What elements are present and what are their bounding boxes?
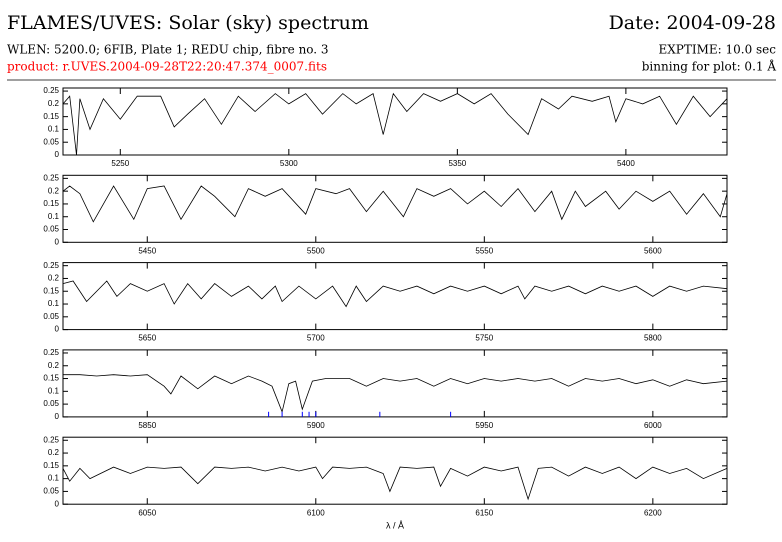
y-tick-label: 0.15 [43,112,59,121]
spectrum [62,92,728,156]
x-axis-label: λ / Å [386,521,404,531]
y-tick-label: 0.2 [48,361,60,370]
x-tick-label: 6050 [138,508,156,517]
x-tick-label: 5850 [138,421,156,430]
panel-frame [62,87,728,156]
y-tick-label: 0.05 [43,225,59,234]
exptime: EXPTIME: 10.0 sec [658,43,776,57]
x-tick-label: 5900 [307,421,325,430]
y-tick-label: 0.15 [43,199,59,208]
y-tick-label: 0.25 [43,86,59,95]
y-tick-label: 0.25 [43,173,59,182]
y-tick-label: 0.2 [48,186,60,195]
y-tick-label: 0 [55,325,60,334]
spectrum [62,185,728,223]
y-tick-label: 0.15 [43,286,59,295]
x-tick-label: 5350 [448,159,466,168]
y-tick-label: 0.1 [48,474,60,483]
y-tick-label: 0.1 [48,125,60,134]
y-tick-label: 0.2 [48,448,60,457]
x-tick-label: 5600 [644,246,662,255]
y-tick-label: 0.25 [43,348,59,357]
y-tick-label: 0.1 [48,212,60,221]
y-tick-label: 0 [55,237,60,246]
panel-frame [62,349,728,418]
panel-frame [62,262,728,331]
x-tick-label: 6150 [475,508,493,517]
x-tick-label: 5550 [475,246,493,255]
binning: binning for plot: 0.1 Å [642,59,777,74]
x-tick-label: 5250 [111,159,129,168]
x-tick-label: 5500 [307,246,325,255]
x-tick-label: 5650 [138,334,156,343]
y-tick-label: 0.15 [43,461,59,470]
x-tick-label: 5450 [138,246,156,255]
product: product: r.UVES.2004-09-28T22:20:47.374_… [7,60,327,74]
x-tick-label: 5700 [307,334,325,343]
y-tick-label: 0.05 [43,399,59,408]
x-tick-label: 6000 [644,421,662,430]
y-tick-label: 0.1 [48,386,60,395]
y-tick-label: 0 [55,499,60,508]
spectrum [62,280,728,308]
y-tick-label: 0.2 [48,99,60,108]
y-tick-label: 0.05 [43,312,59,321]
panel-frame [62,174,728,243]
x-tick-label: 5800 [644,334,662,343]
spectrum [62,466,728,501]
spectrum [63,374,728,414]
y-tick-label: 0 [55,150,60,159]
date: Date: 2004-09-28 [609,12,776,34]
x-tick-label: 5950 [475,421,493,430]
setup: WLEN: 5200.0; 6FIB, Plate 1; REDU chip, … [7,43,329,57]
x-tick-label: 6200 [644,508,662,517]
y-tick-label: 0.2 [48,274,60,283]
title: FLAMES/UVES: Solar (sky) spectrum [7,12,369,34]
x-tick-label: 5300 [280,159,298,168]
y-tick-label: 0.25 [43,261,59,270]
y-tick-label: 0.15 [43,374,59,383]
y-tick-label: 0 [55,412,60,421]
y-tick-label: 0.1 [48,299,60,308]
y-tick-label: 0.05 [43,137,59,146]
y-tick-label: 0.05 [43,487,59,496]
x-tick-label: 5750 [475,334,493,343]
x-tick-label: 5400 [617,159,635,168]
panel-frame [62,436,728,505]
x-tick-label: 6100 [307,508,325,517]
y-tick-label: 0.25 [43,435,59,444]
